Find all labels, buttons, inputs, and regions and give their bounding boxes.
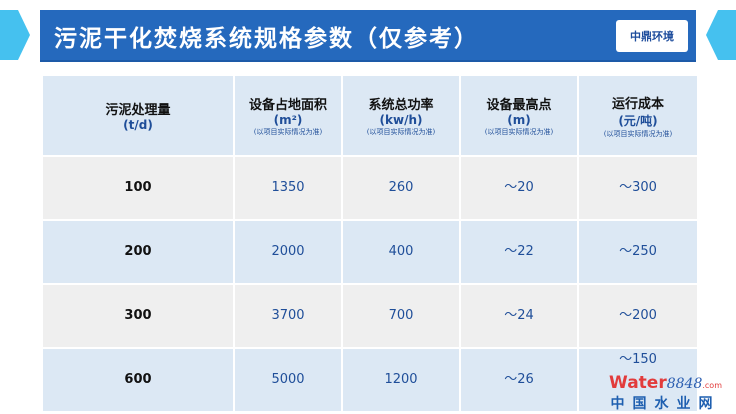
area-cell: 3700 — [233, 283, 342, 348]
company-logo: 中鼎环境 — [616, 20, 688, 52]
height-cell: ～26 — [459, 347, 578, 411]
table-row: 200 2000 400 ～22 ～250 — [41, 219, 697, 284]
header-cell: 设备最高点 (m) (以项目实际情况为准) — [459, 74, 578, 156]
header-unit: (t/d) — [123, 118, 153, 132]
header-unit: (kw/h) — [379, 113, 423, 127]
logo-text: 中鼎环境 — [630, 30, 674, 43]
header-title: 设备占地面积 — [248, 98, 327, 113]
power-cell: 260 — [341, 155, 460, 220]
table-row: 300 3700 700 ～24 ～200 — [41, 283, 697, 348]
power-cell: 1200 — [341, 347, 460, 411]
watermark-brand: Water — [609, 373, 667, 393]
table-header-row: 污泥处理量 (t/d) 设备占地面积 (m²) (以项目实际情况为准) 系统总功率 (k… — [41, 74, 697, 156]
header-title: 运行成本 — [611, 96, 664, 112]
capacity-cell: 100 — [41, 155, 234, 220]
area-cell: 2000 — [233, 219, 342, 284]
left-arrow-decoration — [0, 10, 30, 60]
header-unit: (m²) — [273, 113, 303, 127]
height-cell: ～24 — [459, 283, 578, 348]
power-cell: 700 — [341, 283, 460, 348]
header-note: (以项目实际情况为准) — [366, 128, 436, 136]
title-banner: 污泥干化焚烧系统规格参数（仅参考） 中鼎环境 — [40, 10, 696, 62]
table-row: 100 1350 260 ～20 ～300 — [41, 155, 697, 220]
header-title: 设备最高点 — [486, 98, 552, 113]
table-row: 600 5000 1200 ～26 ～150 — [41, 347, 697, 411]
header-cell: 设备占地面积 (m²) (以项目实际情况为准) — [233, 74, 342, 156]
area-cell: 5000 — [233, 347, 342, 411]
watermark-domain: .com — [702, 381, 722, 390]
header-unit: (元/吨) — [618, 113, 658, 128]
header-unit: (m) — [507, 113, 531, 127]
cost-cell: ～250 — [577, 219, 697, 284]
right-arrow-decoration — [706, 10, 736, 60]
capacity-cell: 200 — [41, 219, 234, 284]
header-title: 污泥处理量 — [105, 103, 171, 118]
cost-cell: ～150 — [577, 347, 697, 411]
watermark-cn: 中国水业网 — [610, 396, 721, 412]
height-cell: ～22 — [459, 219, 578, 284]
capacity-cell: 600 — [41, 347, 234, 411]
header-cell: 污泥处理量 (t/d) — [41, 74, 234, 156]
cost-cell: ～200 — [577, 283, 697, 348]
header-cell: 运行成本 (元/吨) (以项目实际情况为准) — [577, 74, 697, 156]
watermark-number: 8848 — [666, 376, 703, 392]
height-cell: ～20 — [459, 155, 578, 220]
header-note: (以项目实际情况为准) — [253, 128, 323, 136]
page-title: 污泥干化焚烧系统规格参数（仅参考） — [54, 26, 479, 52]
water8848-watermark: Water8848.com 中国水业网 — [609, 374, 722, 413]
header-note: (以项目实际情况为准) — [603, 129, 673, 138]
header-title: 系统总功率 — [368, 98, 434, 113]
cost-cell: ～300 — [577, 155, 697, 220]
capacity-cell: 300 — [41, 283, 234, 348]
header-note: (以项目实际情况为准) — [484, 128, 554, 136]
power-cell: 400 — [341, 219, 460, 284]
header-cell: 系统总功率 (kw/h) (以项目实际情况为准) — [341, 74, 460, 156]
area-cell: 1350 — [233, 155, 342, 220]
spec-table: 污泥处理量 (t/d) 设备占地面积 (m²) (以项目实际情况为准) 系统总功率 (k… — [41, 74, 697, 411]
